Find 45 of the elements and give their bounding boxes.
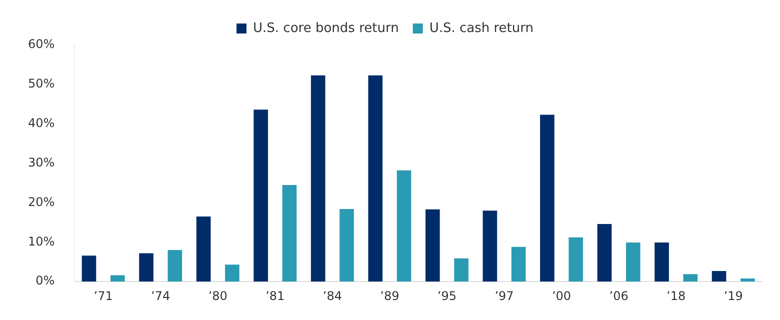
x-tick-label: ’97 [494, 288, 514, 303]
y-tick-label: 50% [28, 76, 55, 91]
legend-label: U.S. core bonds return [253, 20, 399, 36]
legend-label: U.S. cash return [429, 20, 534, 36]
x-tick-label: ’81 [266, 288, 285, 303]
bar [368, 75, 383, 282]
x-tick-label: ’95 [437, 288, 457, 303]
y-tick-label: 0% [36, 274, 55, 288]
bar [597, 224, 612, 282]
y-tick-label: 40% [28, 116, 55, 130]
bar [540, 114, 554, 282]
bar [196, 216, 211, 282]
bar [740, 278, 755, 282]
x-tick-label: ’00 [552, 288, 572, 303]
bar [110, 275, 125, 282]
bar [482, 210, 498, 282]
x-tick-label: ’06 [609, 288, 628, 303]
x-tick-label: ’74 [151, 288, 170, 303]
bar [254, 110, 268, 282]
bar [654, 242, 669, 282]
bar [683, 274, 698, 282]
bar [712, 270, 726, 282]
x-tick-label: ’89 [380, 288, 400, 303]
y-tick-label: 10% [28, 234, 55, 248]
bar [310, 75, 326, 282]
bar [139, 253, 154, 282]
bar [282, 184, 297, 282]
bar [225, 264, 240, 282]
bar [568, 237, 584, 282]
bar [168, 250, 182, 282]
y-tick-label: 20% [28, 194, 55, 209]
x-tick-label: ’71 [94, 288, 113, 303]
bar [626, 242, 640, 282]
x-tick-label: ’19 [724, 288, 743, 303]
bar [396, 170, 412, 282]
x-tick-label: ’18 [666, 288, 686, 303]
bar [511, 246, 526, 282]
bar [340, 209, 354, 282]
y-tick-label: 30% [28, 155, 55, 170]
bar [454, 258, 468, 282]
x-tick-label: ’84 [322, 288, 342, 303]
x-tick-label: ’80 [208, 288, 228, 303]
bar [425, 209, 440, 282]
y-tick-label: 60% [28, 37, 55, 52]
bar [82, 256, 96, 282]
